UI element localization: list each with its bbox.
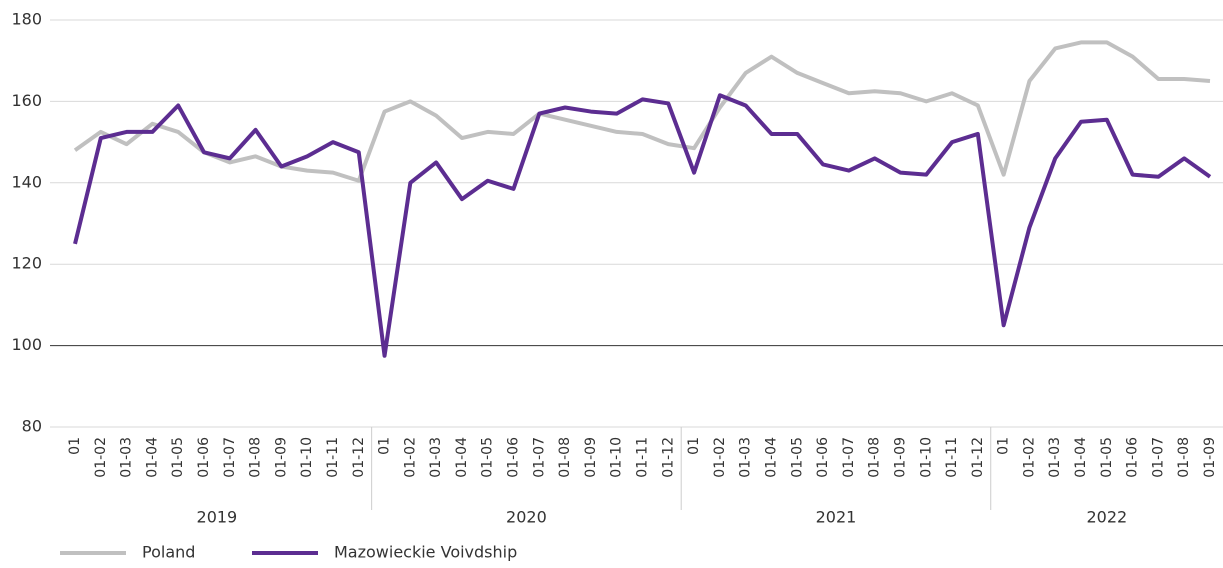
x-tick-label: 01-09 (892, 437, 908, 478)
x-tick-label: 01-05 (170, 437, 186, 478)
x-tick-label: 01-03 (428, 437, 444, 478)
x-tick-label: 01-08 (557, 437, 573, 478)
y-tick-label: 120 (11, 254, 42, 273)
y-tick-label: 140 (11, 172, 42, 191)
x-tick-label: 01-06 (506, 437, 522, 478)
x-tick-label: 01-08 (867, 437, 883, 478)
x-tick-label: 01 (996, 437, 1012, 455)
x-group-label: 2022 (1086, 508, 1127, 527)
x-tick-label: 01-11 (635, 437, 651, 478)
x-tick-label: 01-03 (738, 437, 754, 478)
x-tick-label: 01-07 (531, 437, 547, 478)
x-tick-label: 01-03 (119, 437, 135, 478)
x-tick-label: 01-10 (918, 437, 934, 478)
legend-label: Poland (142, 543, 195, 562)
x-tick-label: 01-10 (609, 437, 625, 478)
x-tick-label: 01 (686, 437, 702, 455)
y-tick-label: 160 (11, 91, 42, 110)
series-line (73, 40, 1211, 183)
x-tick-label: 01-02 (1021, 437, 1037, 478)
x-tick-label: 01-10 (299, 437, 315, 478)
x-tick-label: 01-09 (1202, 437, 1218, 478)
x-tick-label: 01-07 (222, 437, 238, 478)
y-tick-label: 100 (11, 335, 42, 354)
x-tick-label: 01-06 (196, 437, 212, 478)
x-tick-label: 01-08 (248, 437, 264, 478)
x-tick-label: 01-02 (712, 437, 728, 478)
x-tick-label: 01-11 (944, 437, 960, 478)
x-tick-label: 01-12 (660, 437, 676, 478)
series-line (73, 93, 1212, 358)
x-group-label: 2019 (197, 508, 238, 527)
x-tick-label: 01-03 (1047, 437, 1063, 478)
x-tick-label: 01-12 (351, 437, 367, 478)
x-tick-label: 01-05 (480, 437, 496, 478)
x-tick-label: 01-02 (402, 437, 418, 478)
x-tick-label: 01-08 (1176, 437, 1192, 478)
x-tick-label: 01-09 (273, 437, 289, 478)
x-tick-label: 01-06 (815, 437, 831, 478)
x-group-label: 2021 (816, 508, 857, 527)
x-tick-label: 01-05 (789, 437, 805, 478)
x-tick-label: 01-12 (970, 437, 986, 478)
x-tick-label: 01-11 (325, 437, 341, 478)
x-tick-label: 01-05 (1099, 437, 1115, 478)
x-tick-label: 01 (377, 437, 393, 455)
y-tick-label: 80 (22, 417, 42, 436)
x-tick-label: 01-04 (454, 437, 470, 478)
x-tick-label: 01-07 (1150, 437, 1166, 478)
x-tick-label: 01 (67, 437, 83, 455)
y-tick-label: 180 (11, 10, 42, 29)
x-tick-label: 01-04 (763, 437, 779, 478)
x-tick-label: 01-09 (583, 437, 599, 478)
x-tick-label: 01-04 (144, 437, 160, 478)
x-tick-label: 01-02 (93, 437, 109, 478)
x-tick-label: 01-07 (841, 437, 857, 478)
x-tick-label: 01-06 (1125, 437, 1141, 478)
x-group-label: 2020 (506, 508, 547, 527)
legend-label: Mazowieckie Voivdship (334, 543, 517, 562)
x-tick-label: 01-04 (1073, 437, 1089, 478)
